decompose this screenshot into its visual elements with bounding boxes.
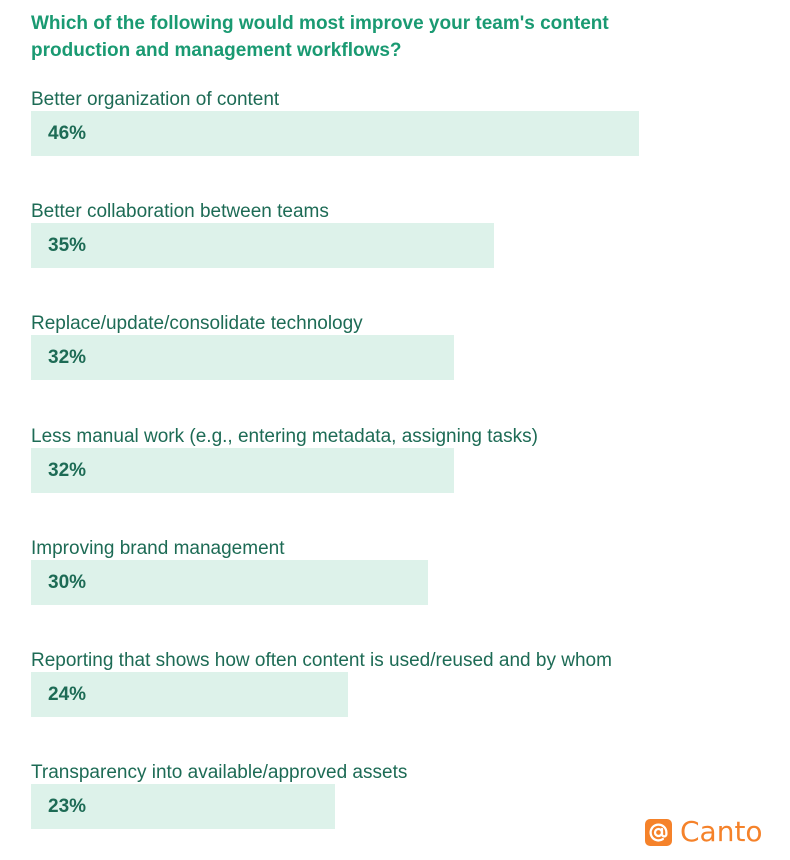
value-label: 23%: [48, 796, 87, 818]
brand-logo: Canto: [645, 816, 763, 848]
bar-row: Better collaboration between teams 35%: [31, 200, 731, 270]
category-label: Better organization of content: [31, 89, 280, 110]
value-label: 32%: [48, 459, 87, 481]
bar: 24%: [31, 672, 348, 717]
bar: 32%: [31, 335, 454, 381]
value-label: 35%: [48, 235, 87, 257]
at-sign-icon: [645, 818, 672, 846]
category-label: Better collaboration between teams: [31, 201, 329, 223]
bar-row: Better organization of content 46%: [31, 88, 731, 158]
chart-title: Which of the following would most improv…: [31, 13, 609, 61]
category-label: Replace/update/consolidate technology: [31, 313, 363, 335]
value-label: 30%: [48, 571, 87, 593]
category-label: Improving brand management: [31, 537, 285, 559]
category-label: Transparency into available/approved ass…: [31, 762, 408, 784]
bar-row: Reporting that shows how often content i…: [31, 649, 731, 719]
brand-name: Canto: [680, 815, 763, 848]
bar: 30%: [31, 559, 428, 605]
value-label: 46%: [48, 123, 87, 144]
bar: 35%: [31, 223, 494, 269]
value-label: 24%: [48, 684, 87, 705]
bar-row: Replace/update/consolidate technology 32%: [31, 312, 731, 382]
category-label: Reporting that shows how often content i…: [31, 650, 612, 671]
value-label: 32%: [48, 347, 87, 369]
bar-row: Transparency into available/approved ass…: [31, 761, 731, 831]
category-label: Less manual work (e.g., entering metadat…: [31, 425, 538, 447]
bar: 32%: [31, 447, 454, 493]
bar: 23%: [31, 784, 335, 830]
bar: 46%: [31, 111, 639, 156]
bar-row: Improving brand management 30%: [31, 537, 731, 607]
bar-row: Less manual work (e.g., entering metadat…: [31, 425, 731, 495]
